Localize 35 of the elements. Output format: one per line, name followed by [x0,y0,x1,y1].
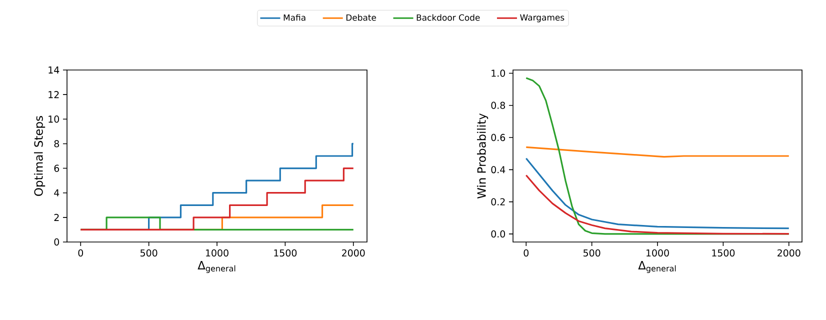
line-series [525,174,790,235]
y-tick-label: 0.2 [491,198,505,206]
y-tick-label: 2 [54,214,59,221]
y-tick-label: 1.0 [492,70,506,77]
legend-label: Mafia [284,14,306,21]
line-series [525,77,790,235]
y-axis-title: Win Probability [477,113,488,198]
line-series [525,146,790,158]
y-tick-label: 4 [54,189,60,196]
y-tick-label: 0.8 [491,102,506,109]
x-tick-label: 1000 [646,249,669,257]
x-tick-label: 1500 [712,249,735,257]
x-tick-label: 2000 [778,249,800,257]
legend-label: Debate [346,14,376,21]
x-tick-label: 500 [140,249,158,257]
x-tick-label: 1000 [206,249,228,257]
y-tick-label: 0.0 [491,230,506,238]
x-axis-title: Δ$_{general}$ [638,261,676,274]
y-tick-label: 0.4 [491,166,506,174]
y-tick-label: 0.6 [491,134,506,142]
y-tick-label: 14 [48,66,60,74]
y-axis-title: Optimal Steps [34,116,46,196]
legend-label: Wargames [520,14,564,22]
x-tick-label: 0 [78,249,84,257]
x-tick-label: 500 [584,249,600,257]
x-tick-label: 0 [524,249,529,257]
y-tick-label: 12 [48,91,59,98]
x-axis-title: Δ$_{general}$ [198,261,236,274]
y-tick-label: 8 [54,140,60,148]
x-tick-label: 1500 [274,249,297,257]
x-tick-label: 2000 [342,249,365,257]
y-tick-label: 6 [54,164,60,172]
y-tick-label: 0 [54,238,60,246]
legend-label: Backdoor Code [416,14,480,21]
y-tick-label: 10 [48,116,60,123]
